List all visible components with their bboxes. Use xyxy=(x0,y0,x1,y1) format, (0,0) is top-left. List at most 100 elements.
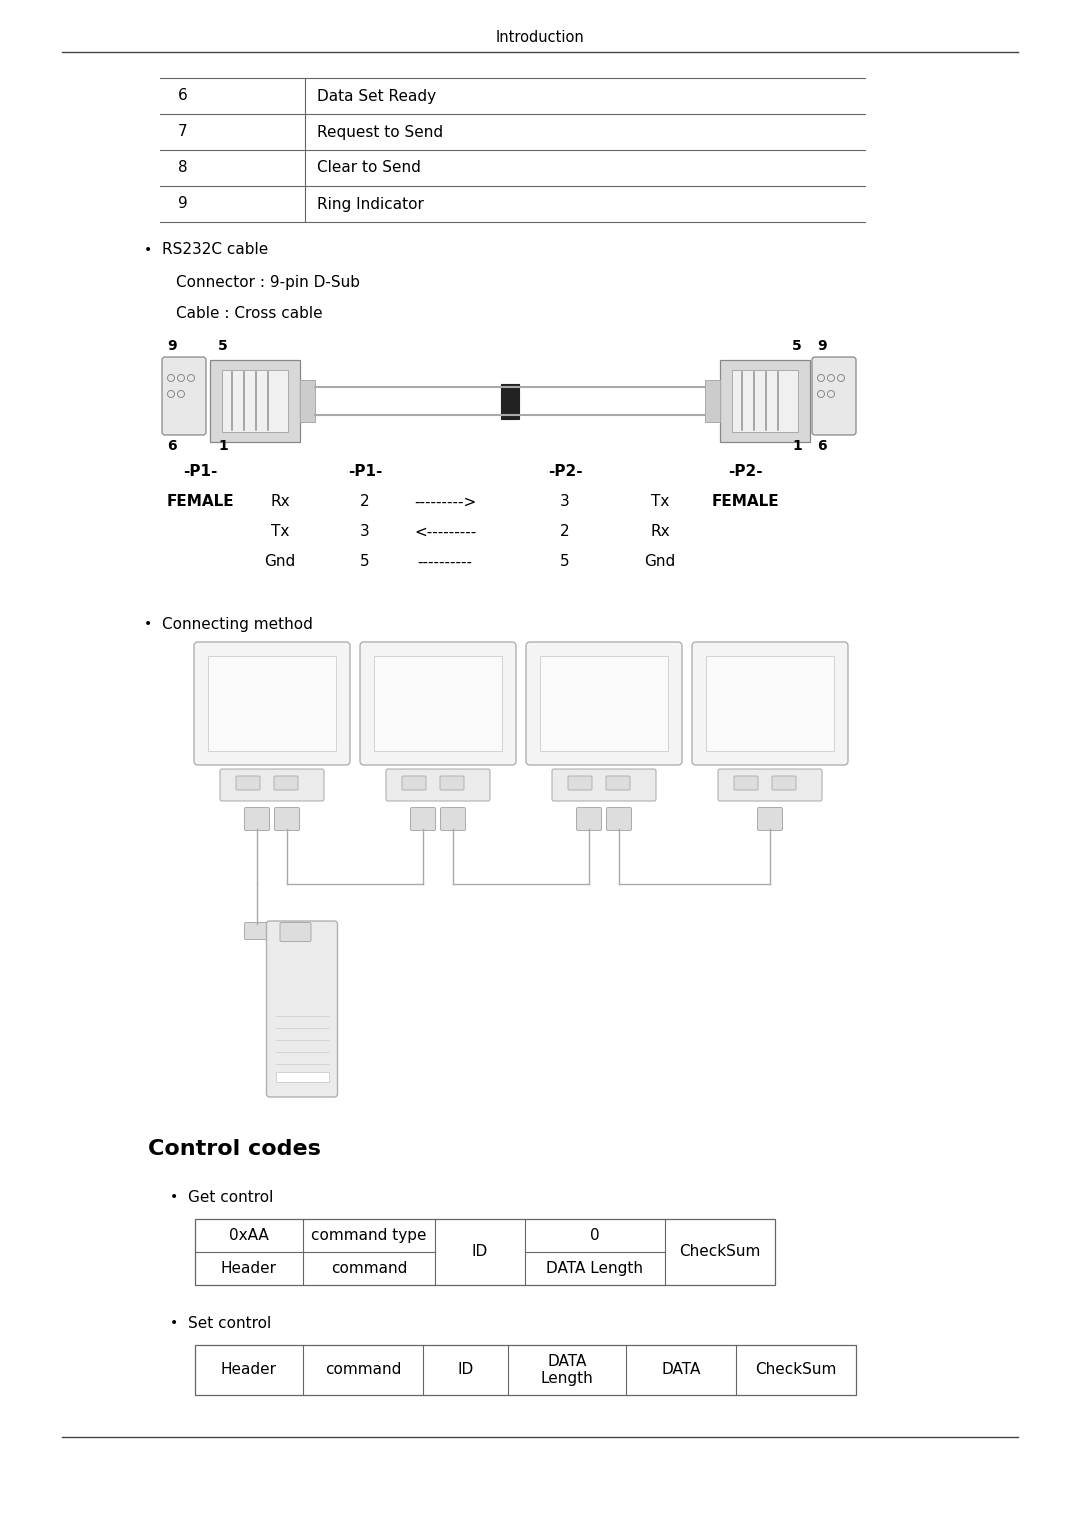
FancyBboxPatch shape xyxy=(194,641,350,765)
FancyBboxPatch shape xyxy=(552,770,656,802)
Text: DATA
Length: DATA Length xyxy=(541,1354,593,1387)
Bar xyxy=(208,657,336,751)
Text: 6: 6 xyxy=(816,438,826,454)
Text: DATA Length: DATA Length xyxy=(546,1261,644,1277)
FancyBboxPatch shape xyxy=(237,776,260,789)
Bar xyxy=(374,657,502,751)
FancyBboxPatch shape xyxy=(734,776,758,789)
Text: Set control: Set control xyxy=(188,1315,271,1330)
Text: 7: 7 xyxy=(178,125,188,139)
FancyBboxPatch shape xyxy=(568,776,592,789)
Text: CheckSum: CheckSum xyxy=(755,1362,837,1377)
Text: Header: Header xyxy=(221,1261,276,1277)
Text: FEMALE: FEMALE xyxy=(166,495,233,510)
Text: RS232C cable: RS232C cable xyxy=(162,243,268,258)
FancyBboxPatch shape xyxy=(692,641,848,765)
Text: 1: 1 xyxy=(218,438,228,454)
Text: Rx: Rx xyxy=(650,524,670,539)
Text: 8: 8 xyxy=(178,160,188,176)
FancyBboxPatch shape xyxy=(360,641,516,765)
Text: •: • xyxy=(170,1190,178,1203)
Bar xyxy=(705,380,720,421)
FancyBboxPatch shape xyxy=(402,776,426,789)
FancyBboxPatch shape xyxy=(220,770,324,802)
FancyBboxPatch shape xyxy=(267,921,337,1096)
Bar xyxy=(501,383,519,418)
Text: Tx: Tx xyxy=(651,495,670,510)
Text: Clear to Send: Clear to Send xyxy=(318,160,421,176)
Text: 5: 5 xyxy=(361,554,369,570)
Text: Connecting method: Connecting method xyxy=(162,617,313,632)
Text: Gnd: Gnd xyxy=(645,554,676,570)
FancyBboxPatch shape xyxy=(440,776,464,789)
Text: command type: command type xyxy=(311,1228,427,1243)
FancyBboxPatch shape xyxy=(718,770,822,802)
FancyBboxPatch shape xyxy=(606,776,630,789)
Text: 5: 5 xyxy=(561,554,570,570)
Bar xyxy=(540,657,669,751)
Text: ----------: ---------- xyxy=(418,554,473,570)
Text: 9: 9 xyxy=(167,339,177,353)
Text: Gnd: Gnd xyxy=(265,554,296,570)
FancyBboxPatch shape xyxy=(274,808,299,831)
FancyBboxPatch shape xyxy=(577,808,602,831)
Text: 1: 1 xyxy=(792,438,801,454)
Text: ID: ID xyxy=(472,1245,488,1260)
Text: •: • xyxy=(144,243,152,257)
Text: <---------: <--------- xyxy=(414,524,476,539)
Text: 0xAA: 0xAA xyxy=(229,1228,269,1243)
Text: Rx: Rx xyxy=(270,495,289,510)
FancyBboxPatch shape xyxy=(244,922,270,939)
Bar xyxy=(275,1072,328,1083)
Text: Tx: Tx xyxy=(271,524,289,539)
FancyBboxPatch shape xyxy=(162,357,206,435)
Text: FEMALE: FEMALE xyxy=(712,495,779,510)
Text: 5: 5 xyxy=(218,339,228,353)
FancyBboxPatch shape xyxy=(274,776,298,789)
Text: -P2-: -P2- xyxy=(548,464,582,479)
Text: 2: 2 xyxy=(361,495,369,510)
Text: •: • xyxy=(170,1316,178,1330)
Bar xyxy=(210,360,300,441)
Text: 3: 3 xyxy=(561,495,570,510)
FancyBboxPatch shape xyxy=(280,922,311,942)
Text: Connector : 9-pin D-Sub: Connector : 9-pin D-Sub xyxy=(176,275,360,290)
FancyBboxPatch shape xyxy=(386,770,490,802)
Text: 9: 9 xyxy=(816,339,826,353)
Text: 6: 6 xyxy=(167,438,177,454)
Text: -P2-: -P2- xyxy=(728,464,762,479)
Text: Control codes: Control codes xyxy=(148,1139,321,1159)
FancyBboxPatch shape xyxy=(526,641,681,765)
Text: Cable : Cross cable: Cable : Cross cable xyxy=(176,307,323,322)
Text: Header: Header xyxy=(221,1362,276,1377)
Text: 6: 6 xyxy=(178,89,188,104)
FancyBboxPatch shape xyxy=(772,776,796,789)
Text: Data Set Ready: Data Set Ready xyxy=(318,89,436,104)
Text: 9: 9 xyxy=(178,197,188,212)
Text: •: • xyxy=(144,617,152,631)
Bar xyxy=(732,370,798,432)
Text: 2: 2 xyxy=(561,524,570,539)
Text: DATA: DATA xyxy=(661,1362,701,1377)
Text: Get control: Get control xyxy=(188,1190,273,1205)
Text: command: command xyxy=(330,1261,407,1277)
Bar xyxy=(195,1219,775,1286)
Text: Introduction: Introduction xyxy=(496,31,584,46)
Text: command: command xyxy=(325,1362,401,1377)
Bar xyxy=(195,1345,856,1396)
Bar xyxy=(720,360,810,441)
FancyBboxPatch shape xyxy=(757,808,783,831)
Bar xyxy=(222,370,288,432)
Text: Ring Indicator: Ring Indicator xyxy=(318,197,423,212)
FancyBboxPatch shape xyxy=(607,808,632,831)
Text: ID: ID xyxy=(457,1362,474,1377)
Text: CheckSum: CheckSum xyxy=(679,1245,760,1260)
Text: --------->: ---------> xyxy=(414,495,476,510)
FancyBboxPatch shape xyxy=(812,357,856,435)
Text: 0: 0 xyxy=(590,1228,599,1243)
FancyBboxPatch shape xyxy=(441,808,465,831)
Bar xyxy=(300,380,315,421)
Text: -P1-: -P1- xyxy=(183,464,217,479)
Text: -P1-: -P1- xyxy=(348,464,382,479)
Text: 3: 3 xyxy=(360,524,369,539)
